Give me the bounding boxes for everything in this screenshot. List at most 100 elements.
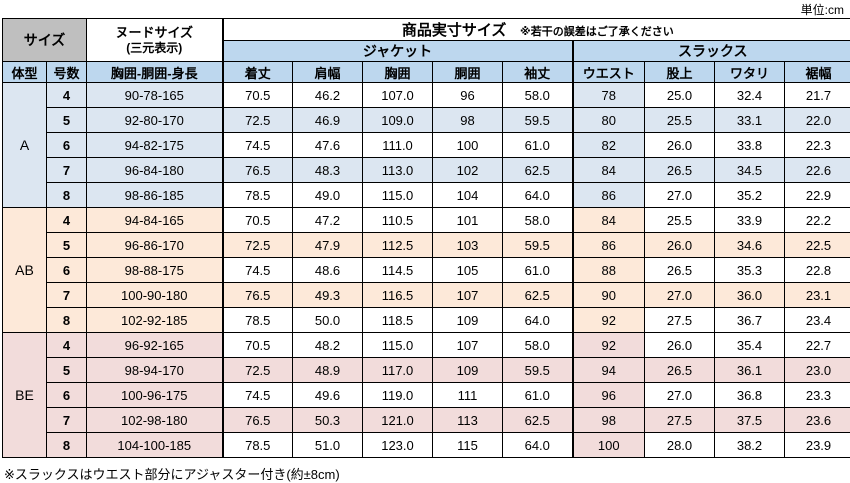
slacks-thigh-cell: 35.3 [714,257,785,283]
jacket-body-cell: 98 [432,107,503,133]
slacks-waist-cell: 100 [571,432,645,458]
jacket-chest-cell: 114.5 [362,257,433,283]
slacks-thigh-cell: 37.5 [714,407,785,433]
slacks-hem-cell: 22.6 [783,157,850,183]
slacks-hem-cell: 23.3 [783,382,850,408]
jacket-sleeve-cell: 59.5 [502,232,573,258]
jacket-body-cell: 102 [432,157,503,183]
slacks-hem-cell: 23.1 [783,282,850,308]
slacks-hem-cell: 22.7 [783,332,850,358]
slacks-hem-cell: 23.6 [783,407,850,433]
slacks-hem-cell: 22.0 [783,107,850,133]
jacket-chest-cell: 115.0 [362,332,433,358]
nude-size-cell: 98-86-185 [86,182,223,208]
jacket-chest-cell: 112.5 [362,232,433,258]
size-header: サイズ [2,18,87,62]
jacket-length-cell: 72.5 [221,107,293,133]
col-header-size-no: 号数 [46,61,87,83]
slacks-rise-cell: 26.0 [644,132,715,158]
nude-size-cell: 102-98-180 [86,407,223,433]
jacket-length-cell: 76.5 [221,407,293,433]
size-no-cell: 4 [46,207,87,233]
slacks-waist-cell: 90 [571,282,645,308]
header-row-3: 体型 号数 胸囲-胴囲-身長 着丈 肩幅 胸囲 胴囲 袖丈 ウエスト 股上 ワタ… [2,61,850,83]
slacks-thigh-cell: 35.2 [714,182,785,208]
slacks-hem-cell: 22.3 [783,132,850,158]
size-table-body: A 4 90-78-165 70.5 46.2 107.0 96 58.0 78 25.0 32.4… [2,82,850,458]
jacket-body-cell: 113 [432,407,503,433]
nude-size-cell: 100-96-175 [86,382,223,408]
col-header-jacket-shoulder: 肩幅 [292,61,363,83]
jacket-sleeve-cell: 61.0 [502,382,573,408]
jacket-shoulder-cell: 47.6 [292,132,363,158]
nude-size-line1: ヌードサイズ [115,25,194,40]
size-row-a-8: 8 98-86-185 78.5 49.0 115.0 104 64.0 86 27.0 35.2… [3,182,850,208]
jacket-chest-cell: 110.5 [362,207,433,233]
product-size-label: 商品実寸サイズ [401,22,507,39]
jacket-length-cell: 74.5 [221,132,293,158]
size-no-cell: 8 [46,307,87,333]
nude-size-cell: 96-86-170 [86,232,223,258]
jacket-chest-cell: 115.0 [362,182,433,208]
jacket-shoulder-cell: 48.6 [292,257,363,283]
size-row-a-5: 5 92-80-170 72.5 46.9 109.0 98 59.5 80 25.5 33.1 2… [3,107,850,133]
nude-size-cell: 96-84-180 [86,157,223,183]
slacks-thigh-cell: 36.0 [714,282,785,308]
nude-size-cell: 98-94-170 [86,357,223,383]
col-header-jacket-length: 着丈 [221,61,293,83]
slacks-hem-cell: 23.0 [783,357,850,383]
jacket-shoulder-cell: 49.0 [292,182,363,208]
jacket-sleeve-cell: 58.0 [502,332,573,358]
size-row-ab-8: 8 102-92-185 78.5 50.0 118.5 109 64.0 92 27.5 36.… [3,307,850,333]
jacket-length-cell: 70.5 [221,207,293,233]
size-row-ab-4: AB 4 94-84-165 70.5 47.2 110.5 101 58.0 84 25.5 33… [2,207,850,333]
slacks-section-header: スラックス [571,40,850,62]
slacks-thigh-cell: 36.8 [714,382,785,408]
slacks-waist-cell: 84 [571,207,645,233]
nude-size-line2: (三元表示) [126,40,183,55]
size-no-cell: 7 [46,157,87,183]
slacks-waist-cell: 94 [571,357,645,383]
col-header-jacket-chest: 胸囲 [362,61,433,83]
size-row-ab-5: 5 96-86-170 72.5 47.9 112.5 103 59.5 86 26.0 34.6… [3,232,850,258]
col-header-slacks-hem: 裾幅 [783,61,850,83]
jacket-shoulder-cell: 46.2 [292,82,363,108]
slacks-thigh-cell: 38.2 [714,432,785,458]
size-row-be-8: 8 104-100-185 78.5 51.0 123.0 115 64.0 100 28.0 3… [3,432,850,458]
jacket-chest-cell: 109.0 [362,107,433,133]
jacket-length-cell: 76.5 [221,157,293,183]
size-no-cell: 4 [46,332,87,358]
size-no-cell: 6 [46,132,87,158]
slacks-rise-cell: 27.5 [644,307,715,333]
slacks-rise-cell: 28.0 [644,432,715,458]
jacket-length-cell: 70.5 [221,332,293,358]
nude-size-cell: 94-82-175 [86,132,223,158]
size-no-cell: 7 [46,407,87,433]
jacket-sleeve-cell: 58.0 [502,207,573,233]
jacket-chest-cell: 111.0 [362,132,433,158]
jacket-shoulder-cell: 51.0 [292,432,363,458]
slacks-rise-cell: 27.0 [644,182,715,208]
body-type-cell: BE [2,332,47,458]
footnote: ※スラックスはウエスト部分にアジャスター付き(約±8cm) [4,467,340,482]
jacket-length-cell: 78.5 [221,182,293,208]
jacket-shoulder-cell: 48.3 [292,157,363,183]
size-no-cell: 8 [46,182,87,208]
size-row-a-4: A 4 90-78-165 70.5 46.2 107.0 96 58.0 78 25.0 32.4… [2,82,850,208]
jacket-shoulder-cell: 49.6 [292,382,363,408]
jacket-section-header: ジャケット [221,40,573,62]
col-header-body-type: 体型 [2,61,47,83]
jacket-length-cell: 70.5 [221,82,293,108]
jacket-chest-cell: 121.0 [362,407,433,433]
nude-size-cell: 98-88-175 [86,257,223,283]
slacks-rise-cell: 26.5 [644,357,715,383]
slacks-hem-cell: 21.7 [783,82,850,108]
size-row-a-7: 7 96-84-180 76.5 48.3 113.0 102 62.5 84 26.5 34.5… [3,157,850,183]
nude-size-cell: 92-80-170 [86,107,223,133]
jacket-shoulder-cell: 50.3 [292,407,363,433]
jacket-sleeve-cell: 64.0 [502,432,573,458]
jacket-chest-cell: 113.0 [362,157,433,183]
jacket-body-cell: 103 [432,232,503,258]
slacks-thigh-cell: 32.4 [714,82,785,108]
